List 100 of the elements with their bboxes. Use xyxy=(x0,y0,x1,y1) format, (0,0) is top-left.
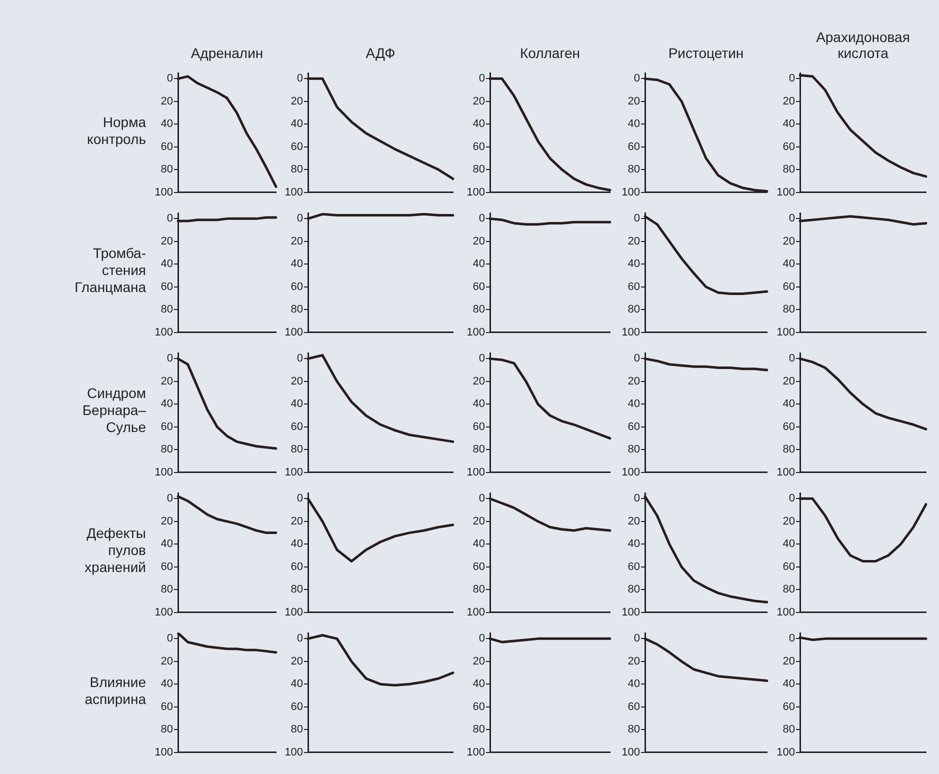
y-tick-label: 80 xyxy=(628,164,640,176)
y-tick-label: 40 xyxy=(628,118,640,130)
y-tick-label: 0 xyxy=(166,212,173,225)
y-tick-label: 80 xyxy=(472,304,485,316)
y-tick-label: 60 xyxy=(628,700,640,713)
y-tick-label: 0 xyxy=(478,72,485,85)
y-tick-label: 60 xyxy=(160,700,173,713)
y-tick-label: 40 xyxy=(472,398,485,410)
y-tick-label: 0 xyxy=(478,632,485,645)
y-tick-label: 20 xyxy=(160,95,173,108)
y-tick-label: 100 xyxy=(622,606,640,618)
y-tick-label: 100 xyxy=(154,186,173,198)
y-tick-label: 60 xyxy=(160,140,173,153)
y-tick-label: 60 xyxy=(472,420,485,433)
y-tick-label: 80 xyxy=(628,584,640,596)
y-tick-label: 60 xyxy=(160,280,173,293)
y-tick-label: 20 xyxy=(290,95,303,108)
y-tick-label: 20 xyxy=(782,515,795,528)
y-tick-label: 100 xyxy=(622,466,640,478)
y-tick-label: 100 xyxy=(776,186,795,198)
y-tick-label: 40 xyxy=(290,678,303,690)
y-tick-label: 20 xyxy=(472,95,485,108)
y-tick-label: 100 xyxy=(776,746,795,758)
y-tick-label: 60 xyxy=(472,280,485,293)
y-tick-label: 20 xyxy=(290,655,303,668)
y-tick-label: 20 xyxy=(160,235,173,248)
y-tick-label: 100 xyxy=(466,186,485,198)
y-tick-label: 0 xyxy=(478,492,485,505)
y-tick-label: 20 xyxy=(782,235,795,248)
y-tick-label: 20 xyxy=(782,95,795,108)
y-axis-title: Норма контроль xyxy=(86,114,146,148)
y-tick-label: 20 xyxy=(290,515,303,528)
y-tick-label: 40 xyxy=(782,258,795,270)
y-tick-label: 40 xyxy=(628,678,640,690)
y-tick-label: 100 xyxy=(466,606,485,618)
y-tick-label: 0 xyxy=(788,72,795,85)
y-tick-label: 100 xyxy=(154,466,173,478)
y-tick-label: 40 xyxy=(472,118,485,130)
y-tick-label: 40 xyxy=(782,678,795,690)
y-tick-label: 20 xyxy=(628,515,640,528)
y-tick-label: 100 xyxy=(776,606,795,618)
y-tick-label: 100 xyxy=(466,746,485,758)
y-tick-label: 60 xyxy=(628,420,640,433)
y-tick-label: 20 xyxy=(472,515,485,528)
y-tick-label: 60 xyxy=(290,280,303,293)
y-tick-label: 80 xyxy=(628,444,640,456)
chart-title: Арахидоновая кислота xyxy=(815,29,911,61)
chart-title: Адреналин xyxy=(190,45,264,61)
y-tick-label: 100 xyxy=(466,466,485,478)
y-tick-label: 20 xyxy=(160,655,173,668)
y-tick-label: 60 xyxy=(290,700,303,713)
y-tick-label: 0 xyxy=(296,632,303,645)
y-tick-label: 0 xyxy=(634,212,640,225)
y-tick-label: 60 xyxy=(290,560,303,573)
y-tick-label: 20 xyxy=(782,375,795,388)
y-tick-label: 100 xyxy=(622,186,640,198)
y-tick-label: 0 xyxy=(634,352,640,365)
y-tick-label: 80 xyxy=(782,164,795,176)
y-tick-label: 80 xyxy=(160,584,173,596)
y-tick-label: 80 xyxy=(782,304,795,316)
y-tick-label: 0 xyxy=(788,212,795,225)
y-tick-label: 0 xyxy=(296,352,303,365)
y-tick-label: 100 xyxy=(284,466,303,478)
y-tick-label: 80 xyxy=(160,444,173,456)
y-tick-label: 40 xyxy=(472,258,485,270)
y-tick-label: 0 xyxy=(166,72,173,85)
y-tick-label: 80 xyxy=(782,724,795,736)
y-tick-label: 0 xyxy=(166,492,173,505)
y-tick-label: 40 xyxy=(628,258,640,270)
y-tick-label: 40 xyxy=(782,398,795,410)
y-tick-label: 20 xyxy=(628,375,640,388)
y-tick-label: 20 xyxy=(472,235,485,248)
y-tick-label: 0 xyxy=(788,352,795,365)
y-tick-label: 80 xyxy=(472,724,485,736)
y-tick-label: 100 xyxy=(466,326,485,338)
y-tick-label: 80 xyxy=(290,444,303,456)
y-tick-label: 0 xyxy=(478,212,485,225)
y-tick-label: 40 xyxy=(290,258,303,270)
chart-title: АДФ xyxy=(364,45,396,61)
y-tick-label: 100 xyxy=(284,326,303,338)
y-tick-label: 40 xyxy=(628,538,640,550)
y-tick-label: 40 xyxy=(160,678,173,690)
y-tick-label: 20 xyxy=(160,375,173,388)
y-tick-label: 100 xyxy=(776,466,795,478)
y-tick-label: 60 xyxy=(782,140,795,153)
y-tick-label: 80 xyxy=(472,584,485,596)
y-tick-label: 100 xyxy=(154,606,173,618)
y-tick-label: 0 xyxy=(296,212,303,225)
y-tick-label: 20 xyxy=(628,235,640,248)
y-tick-label: 60 xyxy=(628,280,640,293)
y-tick-label: 60 xyxy=(628,560,640,573)
y-tick-label: 0 xyxy=(788,492,795,505)
y-tick-label: 60 xyxy=(782,700,795,713)
y-tick-label: 80 xyxy=(290,304,303,316)
y-tick-label: 20 xyxy=(472,375,485,388)
y-tick-label: 60 xyxy=(472,560,485,573)
y-axis-title: Влияние аспирина xyxy=(84,674,146,708)
y-tick-label: 80 xyxy=(160,724,173,736)
y-tick-label: 0 xyxy=(166,352,173,365)
y-tick-label: 0 xyxy=(166,632,173,645)
